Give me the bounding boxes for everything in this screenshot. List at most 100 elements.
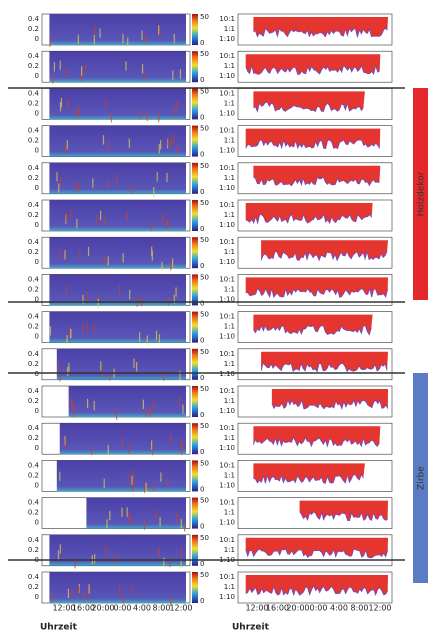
spectrogram-streak: [77, 182, 79, 192]
y-tick-label: 0.4: [28, 238, 40, 246]
colorbar: [192, 162, 198, 194]
y-tick-label: 1:10: [219, 147, 235, 155]
spectrogram-streak: [153, 187, 155, 197]
colorbar-label: 0: [200, 523, 204, 531]
colorbar-label: 0: [200, 597, 204, 605]
colorbar: [192, 311, 198, 343]
y-tick-label: 0: [35, 481, 39, 489]
spectrogram: [49, 88, 187, 120]
colorbar: [192, 497, 198, 529]
y-tick-label: 10:1: [219, 573, 235, 581]
y-tick-label: 0: [35, 221, 39, 229]
spectrogram-streak: [153, 401, 155, 411]
spectrogram-streak: [166, 219, 168, 230]
spectrogram-streak: [73, 408, 75, 418]
spectrogram-streak: [64, 250, 66, 260]
spectrogram-streak: [144, 483, 146, 493]
spectrogram-streak: [132, 469, 134, 480]
ratio-area: [245, 128, 381, 149]
colorbar-label: 50: [200, 311, 209, 319]
spectrogram-streak: [127, 511, 130, 521]
spectrogram-streak: [173, 105, 176, 115]
spectrogram-streak: [155, 510, 157, 520]
spectrogram-streak: [100, 361, 102, 371]
spectrogram-streak: [82, 323, 84, 333]
spectrogram-streak: [76, 108, 78, 118]
colorbar: [192, 88, 198, 120]
spectrogram: [56, 460, 186, 492]
y-tick-label: 10:1: [219, 350, 235, 358]
spectrogram-streak: [96, 215, 98, 225]
spectrogram-streak: [179, 370, 181, 381]
spectrogram-streak: [109, 510, 111, 521]
ratio-area: [245, 277, 388, 298]
spectrogram-streak: [87, 246, 90, 257]
y-tick-label: 0.2: [28, 25, 39, 33]
spectrogram-streak: [86, 292, 88, 302]
spectrogram: [86, 497, 186, 529]
spectrogram-streak: [121, 507, 123, 517]
spectrogram-streak: [51, 593, 53, 603]
colorbar-label: 0: [200, 113, 204, 121]
spectrogram-streak: [158, 547, 160, 557]
y-tick-label: 10:1: [219, 127, 235, 135]
spectrogram-streak: [151, 440, 153, 450]
ratio-area: [299, 500, 388, 521]
y-tick-label: 0.4: [28, 461, 40, 469]
spectrogram-streak: [67, 98, 69, 109]
group-bar-holzdekor: [413, 88, 428, 300]
spectrogram-streak: [59, 471, 61, 481]
y-tick-label: 1:1: [224, 471, 235, 479]
y-tick-label: 10:1: [219, 461, 235, 469]
spectrogram-streak: [170, 137, 172, 147]
y-tick-label: 0.2: [28, 397, 39, 405]
y-tick-label: 0: [35, 407, 39, 415]
ratio-line: [245, 585, 389, 597]
y-tick-label: 1:10: [219, 481, 235, 489]
spectrogram-streak: [102, 135, 105, 145]
ratio-line: [245, 548, 389, 559]
spectrogram-streak: [105, 545, 107, 556]
spectrogram-streak: [183, 522, 186, 532]
spectrogram-streak: [130, 515, 132, 526]
x-tick-label: 12:00: [245, 604, 268, 613]
spectrogram-streak: [130, 184, 132, 194]
y-tick-label: 0.4: [28, 499, 40, 507]
colorbar: [192, 125, 198, 157]
colorbar-label: 50: [200, 199, 209, 207]
group-label: Zirbe: [417, 466, 427, 490]
x-tick-label: 12:00: [368, 604, 391, 613]
y-tick-label: 1:10: [219, 35, 235, 43]
ratio-area: [245, 575, 388, 596]
spectrogram: [49, 274, 187, 306]
ratio-line: [245, 287, 389, 299]
x-tick-label: 12:00: [52, 604, 75, 613]
spectrogram-streak: [125, 61, 127, 71]
spectrogram-streak: [176, 145, 179, 156]
y-tick-label: 1:1: [224, 360, 235, 368]
ratio-area: [261, 351, 388, 372]
colorbar-label: 50: [200, 422, 209, 430]
spectrogram-streak: [166, 172, 168, 183]
spectrogram-streak: [180, 559, 182, 569]
spectrogram-streak: [70, 328, 72, 339]
spectrogram-streak: [151, 246, 153, 257]
spectrogram: [49, 162, 187, 194]
spectrogram: [49, 200, 187, 231]
spectrogram-streak: [159, 27, 161, 37]
spectrogram-streak: [49, 37, 51, 47]
y-tick-label: 1:10: [219, 444, 235, 452]
spectrogram-streak: [67, 366, 69, 377]
y-tick-label: 1:10: [219, 72, 235, 80]
spectrogram-streak: [122, 33, 124, 44]
spectrogram-streak: [90, 445, 93, 456]
ratio-area: [253, 426, 381, 447]
spectrogram-streak: [142, 399, 144, 409]
y-tick-label: 0.4: [28, 164, 40, 172]
y-tick-label: 10:1: [219, 238, 235, 246]
spectrogram-streak: [153, 482, 155, 492]
spectrogram-streak: [122, 253, 124, 263]
spectrogram-streak: [99, 28, 101, 38]
spectrogram-streak: [71, 588, 73, 599]
x-axis-label: Uhrzeit: [40, 623, 78, 633]
